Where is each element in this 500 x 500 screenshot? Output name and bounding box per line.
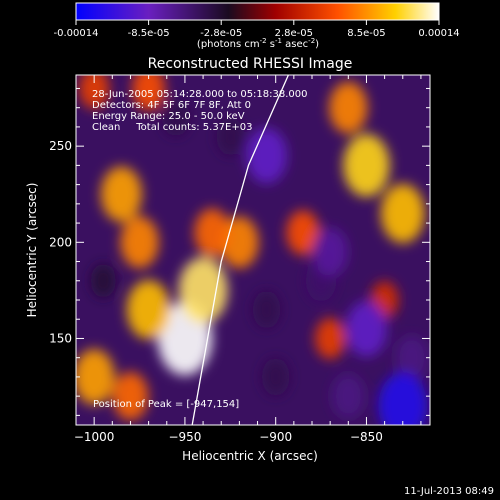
heatmap-blob xyxy=(112,372,149,421)
colorbar-tick-label: 2.8e-05 xyxy=(275,28,313,39)
y-tick-label: 200 xyxy=(49,235,72,249)
heatmap-blob xyxy=(78,75,110,109)
colorbar-gradient xyxy=(75,2,440,21)
x-tick-label: −950 xyxy=(168,430,201,444)
heatmap-blob xyxy=(178,257,228,324)
heatmap-blob xyxy=(314,317,346,359)
footer-date: 11-Jul-2013 08:49 xyxy=(404,486,494,497)
heatmap-blob xyxy=(76,349,115,405)
heatmap-blob xyxy=(90,263,116,298)
colorbar-tick-label: 0.00014 xyxy=(418,28,459,39)
heatmap-blob xyxy=(120,216,159,269)
peak-position-label: Position of Peak = [-947,154] xyxy=(93,399,239,410)
heatmap-blob xyxy=(331,373,365,419)
heatmap-layer xyxy=(76,75,429,425)
plot-frame xyxy=(75,74,431,426)
heatmap-blob xyxy=(100,166,142,222)
annotation-block: 28-Jun-2005 05:14:28.000 to 05:18:38.000… xyxy=(92,89,308,133)
annotation-time-range: 28-Jun-2005 05:14:28.000 to 05:18:38.000 xyxy=(92,89,308,100)
heatmap-blob xyxy=(126,280,171,340)
heatmap-blob xyxy=(329,81,368,134)
heatmap-blob xyxy=(194,208,231,257)
colorbar-unit-label: (photons cm-2 s-1 asec-2) xyxy=(197,37,319,50)
solar-limb-line xyxy=(191,75,289,425)
y-axis-label: Heliocentric Y (arcsec) xyxy=(25,183,39,318)
annotation-counts: Clean Total counts: 5.37E+03 xyxy=(92,122,252,133)
heatmap-blob xyxy=(380,183,425,244)
chart-title: Reconstructed RHESSI Image xyxy=(148,56,353,72)
heatmap-blob xyxy=(216,117,245,156)
heatmap-blob xyxy=(312,227,349,277)
x-tick-label: −850 xyxy=(350,430,383,444)
heatmap-blob xyxy=(246,128,288,184)
y-tick-label: 150 xyxy=(49,331,72,345)
heatmap-blob xyxy=(378,372,428,425)
heatmap-blob xyxy=(252,290,281,329)
colorbar-tick-label: -2.8e-05 xyxy=(200,28,242,39)
colorbar: -0.00014 -8.5e-05 -2.8e-05 2.8e-05 8.5e-05 0.… xyxy=(54,2,460,50)
heatmap-blob xyxy=(395,335,429,381)
colorbar-tick-label: -0.00014 xyxy=(54,28,99,39)
x-axis: −1000 −950 −900 −850 xyxy=(74,75,422,444)
heatmap-blob xyxy=(132,75,166,111)
colorbar-ticks: -0.00014 -8.5e-05 -2.8e-05 2.8e-05 8.5e-05 0.… xyxy=(54,20,460,39)
heatmap-blob xyxy=(345,301,387,357)
heatmap-blob xyxy=(162,98,190,137)
heatmap-blob xyxy=(261,358,290,396)
annotation-energy-range: Energy Range: 25.0 - 50.0 keV xyxy=(92,111,245,122)
x-axis-label: Heliocentric X (arcsec) xyxy=(182,449,318,463)
colorbar-tick-label: -8.5e-05 xyxy=(128,28,170,39)
heatmap-blob xyxy=(343,134,390,197)
annotation-detectors: Detectors: 4F 5F 6F 7F 8F, Att 0 xyxy=(92,100,251,111)
x-tick-label: −900 xyxy=(259,430,292,444)
heatmap-blob xyxy=(286,210,320,256)
y-tick-label: 250 xyxy=(49,139,72,153)
colorbar-tick-label: 8.5e-05 xyxy=(347,28,385,39)
x-tick-label: −1000 xyxy=(74,430,115,444)
y-axis: 150 200 250 xyxy=(49,87,430,416)
plot-area xyxy=(76,75,430,425)
